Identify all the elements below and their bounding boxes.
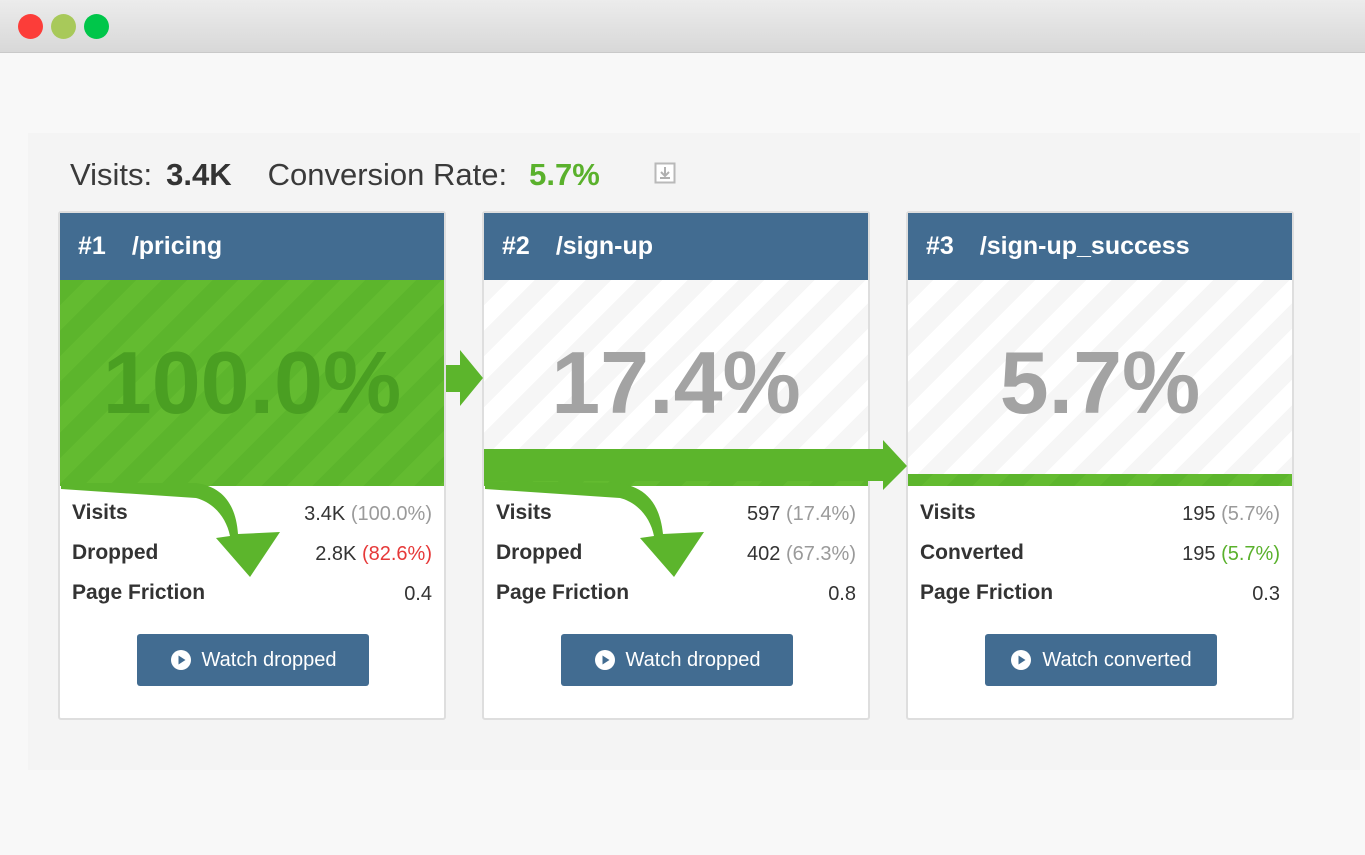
stat-row: Visits 597 (17.4%) <box>496 501 856 541</box>
stat-value: 3.4K <box>304 503 346 525</box>
window-close-button[interactable] <box>18 14 43 39</box>
stat-value: 0.4 <box>404 583 432 605</box>
step-percent: 5.7% <box>999 333 1201 432</box>
stat-label: Converted <box>920 541 1024 564</box>
stat-value: 195 <box>1182 543 1216 565</box>
stat-row: Visits 3.4K (100.0%) <box>72 501 432 541</box>
stat-label: Page Friction <box>72 581 206 604</box>
stat-percent: (5.7%) <box>1221 503 1280 525</box>
watch-button[interactable]: Watch dropped <box>137 634 369 686</box>
watch-button-label: Watch dropped <box>201 648 337 671</box>
step-conversion-zone: 5.7% <box>908 280 1292 486</box>
stat-label: Page Friction <box>920 581 1054 604</box>
conversion-rate-label: Conversion Rate: <box>267 157 508 192</box>
step-number: #1 <box>78 232 106 260</box>
stat-value-group: 195 (5.7%) <box>1182 503 1280 526</box>
step-header: #1 /pricing <box>60 213 444 280</box>
step-stats: Visits 597 (17.4%) Dropped 402 (67.3%) Page … <box>496 501 856 621</box>
step-header: #3 /sign-up_success <box>908 213 1292 280</box>
stat-value-group: 0.3 <box>1252 583 1280 606</box>
step-number: #3 <box>926 232 954 260</box>
stat-value-group: 3.4K (100.0%) <box>304 503 432 526</box>
step-percent: 17.4% <box>551 333 801 432</box>
step-path: /sign-up_success <box>979 232 1190 260</box>
step-conversion-fill <box>60 280 444 486</box>
play-icon <box>1011 650 1032 670</box>
stat-value: 0.3 <box>1252 583 1280 605</box>
watch-button[interactable]: Watch converted <box>985 634 1217 686</box>
window-zoom-button[interactable] <box>84 14 109 39</box>
stat-label: Dropped <box>496 541 583 564</box>
step-number: #2 <box>502 232 530 260</box>
funnel-summary: Visits: 3.4K Conversion Rate: 5.7% <box>70 152 600 198</box>
funnel-step-card-3: #3 /sign-up_success 5.7% Visits 195 (5.7%… <box>906 211 1294 720</box>
stat-percent: (17.4%) <box>785 503 856 525</box>
stat-row: Visits 195 (5.7%) <box>920 501 1280 541</box>
stat-label: Page Friction <box>496 581 630 604</box>
stat-row: Page Friction 0.8 <box>496 581 856 621</box>
visits-total: 3.4K <box>166 157 232 192</box>
stat-percent: (100.0%) <box>350 503 432 525</box>
stat-percent: (82.6%) <box>361 543 432 565</box>
stat-value: 597 <box>747 503 781 525</box>
conversion-rate-value: 5.7% <box>529 157 600 192</box>
step-header: #2 /sign-up <box>484 213 868 280</box>
step-stats: Visits 195 (5.7%) Converted 195 (5.7%) Page … <box>920 501 1280 621</box>
stat-value-group: 402 (67.3%) <box>747 543 856 566</box>
stat-row: Dropped 402 (67.3%) <box>496 541 856 581</box>
stat-label: Visits <box>920 501 976 524</box>
stat-label: Visits <box>496 501 552 524</box>
step-conversion-zone: 100.0% <box>60 280 444 486</box>
step-percent: 100.0% <box>102 333 402 432</box>
stat-value-group: 195 (5.7%) <box>1182 543 1280 566</box>
stat-label: Visits <box>72 501 128 524</box>
step-stats: Visits 3.4K (100.0%) Dropped 2.8K (82.6%) Pa… <box>72 501 432 621</box>
window-minimize-button[interactable] <box>51 14 76 39</box>
watch-button-label: Watch converted <box>1042 648 1192 671</box>
step-path: /pricing <box>131 232 223 260</box>
stat-value: 402 <box>747 543 781 565</box>
flow-arrow-2-to-3 <box>484 440 907 490</box>
flow-arrow-1-to-2 <box>446 350 483 406</box>
stat-value: 2.8K <box>315 543 357 565</box>
stat-value-group: 2.8K (82.6%) <box>315 543 432 566</box>
visits-label: Visits: <box>70 157 153 192</box>
download-icon[interactable] <box>654 162 676 184</box>
stat-value-group: 0.8 <box>828 583 856 606</box>
funnel-step-card-1: #1 /pricing 100.0% Visits 3.4K (100.0%) Dr… <box>58 211 446 720</box>
stat-row: Converted 195 (5.7%) <box>920 541 1280 581</box>
watch-button-label: Watch dropped <box>625 648 761 671</box>
stat-row: Page Friction 0.4 <box>72 581 432 621</box>
stat-row: Dropped 2.8K (82.6%) <box>72 541 432 581</box>
drop-arrow-step-2 <box>485 481 704 577</box>
window-titlebar <box>0 0 1365 53</box>
drop-arrow-step-1 <box>61 483 280 577</box>
step-conversion-fill <box>908 474 1292 486</box>
stat-value: 195 <box>1182 503 1216 525</box>
stat-value: 0.8 <box>828 583 856 605</box>
stat-value-group: 597 (17.4%) <box>747 503 856 526</box>
stat-value-group: 0.4 <box>404 583 432 606</box>
play-icon <box>170 650 191 670</box>
play-icon <box>594 650 615 670</box>
stat-percent: (5.7%) <box>1221 543 1280 565</box>
stat-row: Page Friction 0.3 <box>920 581 1280 621</box>
watch-button[interactable]: Watch dropped <box>561 634 793 686</box>
step-path: /sign-up <box>555 232 654 260</box>
stat-label: Dropped <box>72 541 159 564</box>
stat-percent: (67.3%) <box>785 543 856 565</box>
